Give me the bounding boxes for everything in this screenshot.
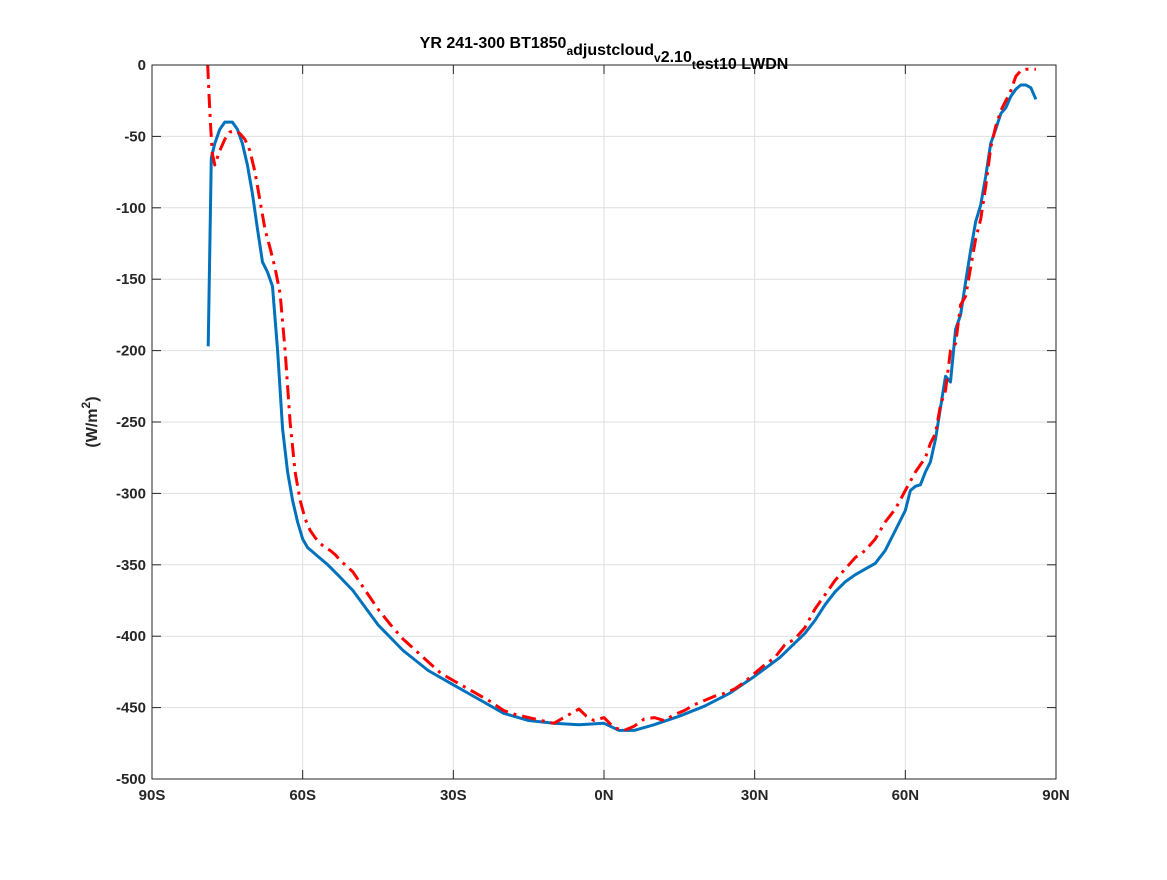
gridlines — [152, 65, 1056, 779]
y-tick-labels: 0 -50 -100 -150 -200 -250 -300 -350 -400 -450 -500 — [116, 57, 146, 788]
series-line-2 — [206, 64, 1036, 732]
y-tick-label: -150 — [116, 271, 146, 288]
y-tick-label: -300 — [116, 485, 146, 502]
x-tick-label: 90S — [139, 787, 166, 804]
title-segment: 2.10 — [661, 49, 692, 66]
x-tick-label: 90N — [1042, 787, 1070, 804]
x-tick-label: 0N — [594, 787, 613, 804]
series-layer — [206, 64, 1038, 732]
axes — [151, 64, 1057, 780]
y-tick-label: -50 — [124, 128, 146, 145]
title-subscript: a — [566, 44, 573, 58]
y-tick-label: -250 — [116, 414, 146, 431]
y-label-superscript: 2 — [79, 401, 93, 408]
y-label-base: (W/m — [84, 408, 101, 447]
title-segment: est10 LWDN — [696, 56, 788, 73]
x-tick-label: 60S — [289, 787, 316, 804]
x-tick-label: 30N — [741, 787, 769, 804]
y-tick-label: 0 — [138, 57, 146, 74]
series-line-1 — [206, 83, 1038, 732]
y-tick-label: -400 — [116, 628, 146, 645]
y-axis-label: (W/m2) — [79, 396, 101, 447]
chart-title: YR 241-300 BT1850adjustcloudv2.10test10 … — [420, 35, 789, 73]
y-tick-label: -350 — [116, 557, 146, 574]
y-tick-label: -100 — [116, 200, 146, 217]
title-segment: YR 241-300 BT1850 — [420, 35, 567, 52]
y-tick-label: -200 — [116, 343, 146, 360]
x-tick-labels: 90S 60S 30S 0N 30N 60N 90N — [139, 787, 1070, 804]
title-subscript: t — [692, 58, 696, 72]
title-subscript: v — [654, 51, 661, 65]
x-tick-label: 60N — [892, 787, 920, 804]
title-segment: djustcloud — [573, 42, 654, 59]
x-tick-label: 30S — [440, 787, 467, 804]
y-tick-label: -500 — [116, 771, 146, 788]
y-label-close: ) — [84, 396, 101, 401]
y-tick-label: -450 — [116, 700, 146, 717]
